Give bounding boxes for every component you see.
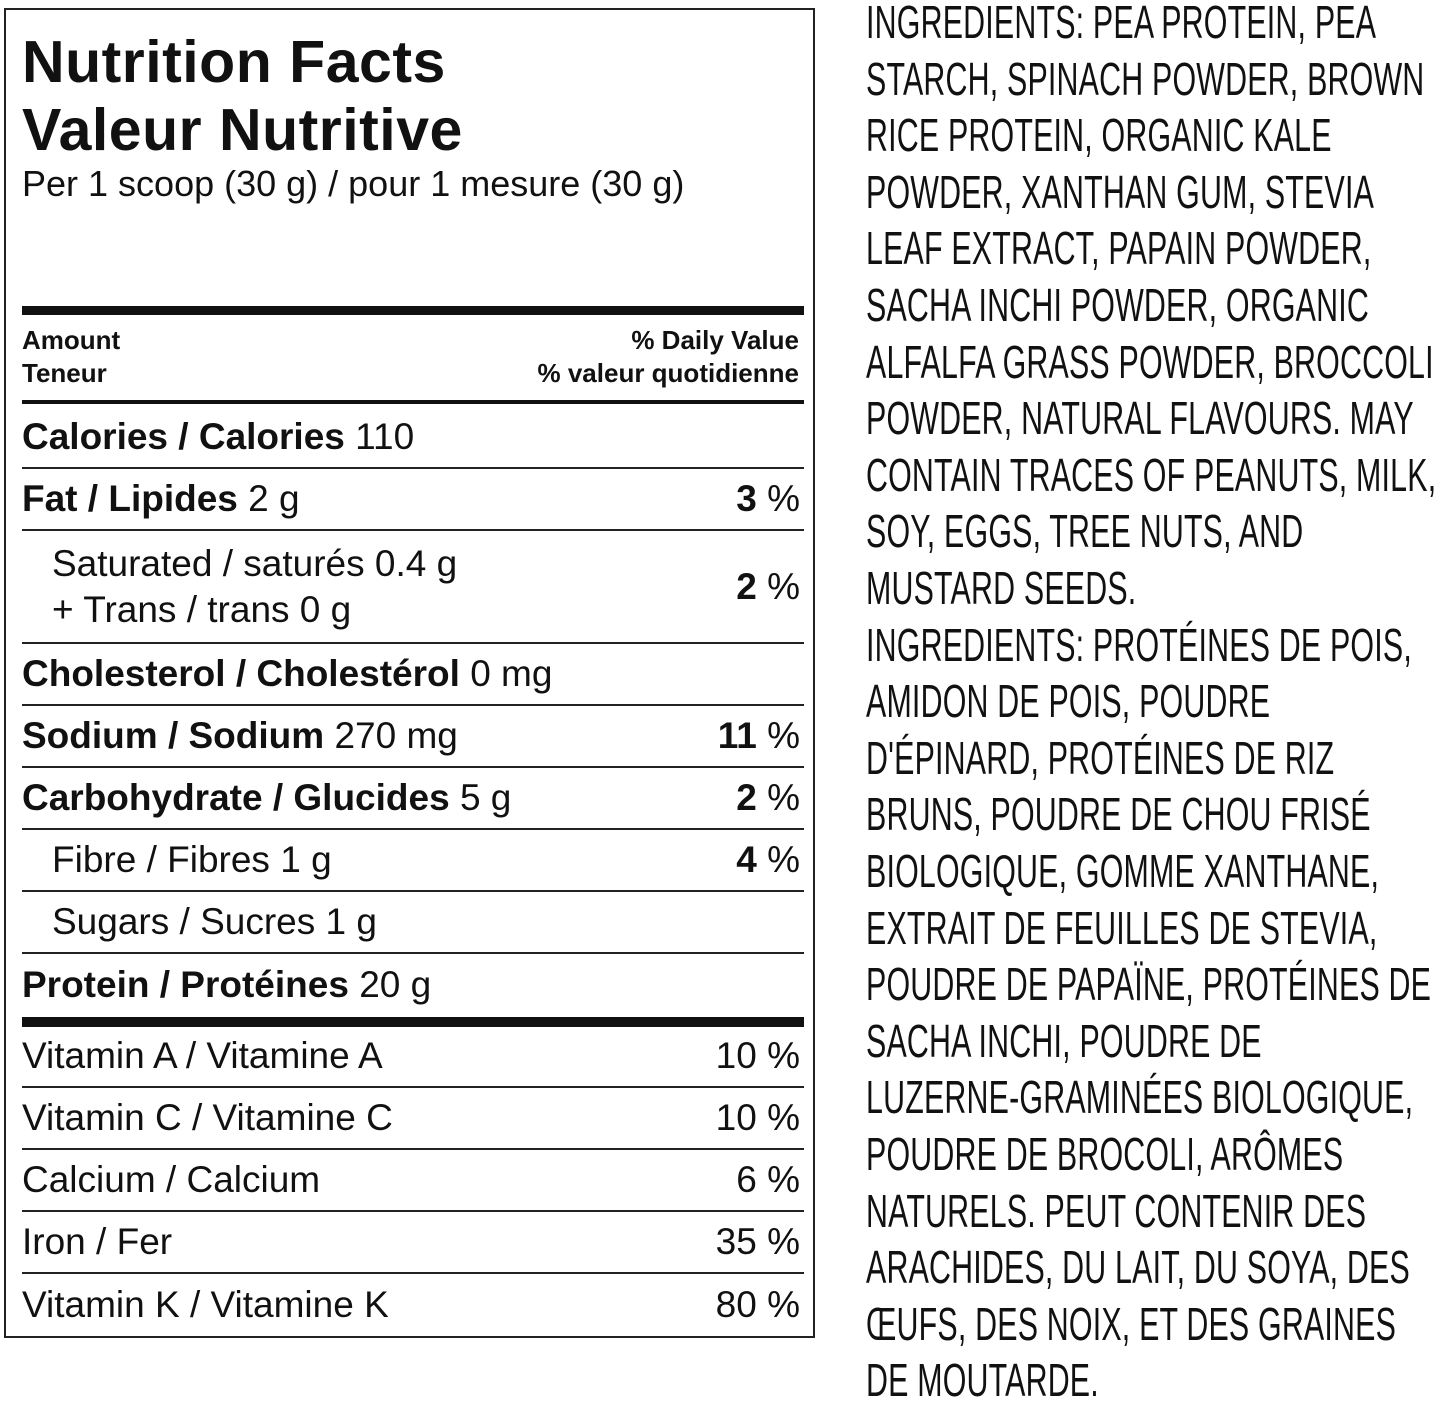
vitamin-label: Vitamin C / Vitamine C <box>22 1097 393 1138</box>
amount-label: Amount Teneur <box>22 325 121 388</box>
ingredients-line: BIOLOGIQUE, GOMME XANTHANE, <box>866 845 1380 897</box>
nutrient-label: Fat / Lipides 2 g <box>22 478 300 519</box>
daily-value: 10 % <box>715 1035 800 1076</box>
ingredients-line: DE MOUTARDE. <box>866 1354 1099 1407</box>
ingredients-line: AMIDON DE POIS, POUDRE <box>866 675 1271 728</box>
nutrient-label: Calories / Calories 110 <box>22 416 415 457</box>
ingredients-line: POWDER, XANTHAN GUM, STEVIA <box>866 165 1375 218</box>
nutrient-row: Carbohydrate / Glucides 5 g 2 % <box>22 768 804 830</box>
vitamin-row: Vitamin K / Vitamine K 80 % <box>22 1274 804 1336</box>
vitamin-row: Iron / Fer 35 % <box>22 1212 804 1274</box>
nutrient-label: Cholesterol / Cholestérol 0 mg <box>22 653 553 694</box>
nutrient-row: Protein / Protéines 20 g <box>22 954 804 1016</box>
vitamin-row: Vitamin C / Vitamine C 10 % <box>22 1088 804 1150</box>
nutrient-label: Sugars / Sucres 1 g <box>52 901 377 942</box>
vitamin-row: Calcium / Calcium 6 % <box>22 1150 804 1212</box>
vitamin-row: Vitamin A / Vitamine A 10 % <box>22 1026 804 1088</box>
daily-value: 80 % <box>715 1284 800 1325</box>
ingredients-line: ŒUFS, DES NOIX, ET DES GRAINES <box>866 1297 1397 1350</box>
nutrient-label: Sodium / Sodium 270 mg <box>22 715 458 756</box>
nutrient-row: Fat / Lipides 2 g 3 % <box>22 469 804 531</box>
nutrition-facts-panel: Nutrition Facts Valeur Nutritive Per 1 s… <box>4 8 815 1338</box>
daily-value: 2 % <box>736 565 800 607</box>
daily-value: 4 % <box>736 839 800 880</box>
ingredients-line: SOY, EGGS, TREE NUTS, AND <box>866 505 1304 558</box>
nutrient-row: Fibre / Fibres 1 g 4 % <box>22 830 804 892</box>
vitamin-label: Calcium / Calcium <box>22 1159 321 1200</box>
ingredients-line: ALFALFA GRASS POWDER, BROCCOLI <box>866 335 1434 388</box>
daily-value: 11 % <box>717 715 800 756</box>
ingredients-line: STARCH, SPINACH POWDER, BROWN <box>866 52 1425 105</box>
divider-thick <box>22 1017 804 1027</box>
nutrient-row: Calories / Calories 110 <box>22 407 804 469</box>
divider-thick <box>22 306 804 315</box>
daily-value: 3 % <box>736 478 800 519</box>
ingredients-line: RICE PROTEIN, ORGANIC KALE <box>866 109 1332 162</box>
ingredients-line: SACHA INCHI, POUDRE DE <box>866 1014 1262 1067</box>
ingredients-line: CONTAIN TRACES OF PEANUTS, MILK, <box>866 448 1437 501</box>
title-en: Nutrition Facts <box>22 29 446 95</box>
nutrient-label: Fibre / Fibres 1 g <box>52 839 332 880</box>
ingredients-line: NATURELS. PEUT CONTENIR DES <box>866 1184 1367 1237</box>
ingredients-line: EXTRAIT DE FEUILLES DE STEVIA, <box>866 901 1378 954</box>
daily-value: 35 % <box>715 1221 800 1262</box>
ingredients-line: INGREDIENTS: PEA PROTEIN, PEA <box>866 0 1377 48</box>
ingredients-line: ARACHIDES, DU LAIT, DU SOYA, DES <box>866 1241 1410 1294</box>
ingredients-line: POWDER, NATURAL FLAVOURS. MAY <box>866 392 1414 445</box>
daily-value: 2 % <box>736 777 800 818</box>
ingredients-line: POUDRE DE PAPAÏNE, PROTÉINES DE <box>866 958 1432 1011</box>
ingredients-line: LEAF EXTRACT, PAPAIN POWDER, <box>866 222 1372 275</box>
divider <box>22 400 804 404</box>
nutrient-label: Saturated / saturés 0.4 g + Trans / trans… <box>52 542 458 630</box>
ingredients-line: BRUNS, POUDRE DE CHOU FRISÉ <box>866 788 1371 841</box>
nutrient-label: Protein / Protéines 20 g <box>22 964 432 1005</box>
daily-value: 10 % <box>715 1097 800 1138</box>
vitamin-label: Vitamin K / Vitamine K <box>22 1284 389 1325</box>
nutrient-row-saturated: Saturated / saturés 0.4 g + Trans / trans… <box>22 531 804 644</box>
nutrient-label: Carbohydrate / Glucides 5 g <box>22 777 512 818</box>
nutrient-row: Sugars / Sucres 1 g <box>22 892 804 954</box>
ingredients-line: POUDRE DE BROCOLI, ARÔMES <box>866 1128 1344 1180</box>
daily-value: 6 % <box>736 1159 800 1200</box>
nutrient-row: Sodium / Sodium 270 mg 11 % <box>22 706 804 768</box>
ingredients-line: MUSTARD SEEDS. <box>866 562 1137 614</box>
ingredients-line: LUZERNE-GRAMINÉES BIOLOGIQUE, <box>866 1071 1414 1124</box>
daily-value-label: % Daily Value% valeur quotidienne <box>537 325 800 388</box>
nutrient-row: Cholesterol / Cholestérol 0 mg <box>22 644 804 706</box>
serving-size: Per 1 scoop (30 g) / pour 1 mesure (30 g… <box>22 163 685 204</box>
ingredients-line: D'ÉPINARD, PROTÉINES DE RIZ <box>866 731 1335 784</box>
title-fr: Valeur Nutritive <box>22 97 463 163</box>
vitamin-label: Iron / Fer <box>22 1221 173 1262</box>
ingredients-line: INGREDIENTS: PROTÉINES DE POIS, <box>866 618 1412 671</box>
ingredients-line: SACHA INCHI POWDER, ORGANIC <box>866 279 1369 331</box>
vitamin-label: Vitamin A / Vitamine A <box>22 1035 383 1076</box>
